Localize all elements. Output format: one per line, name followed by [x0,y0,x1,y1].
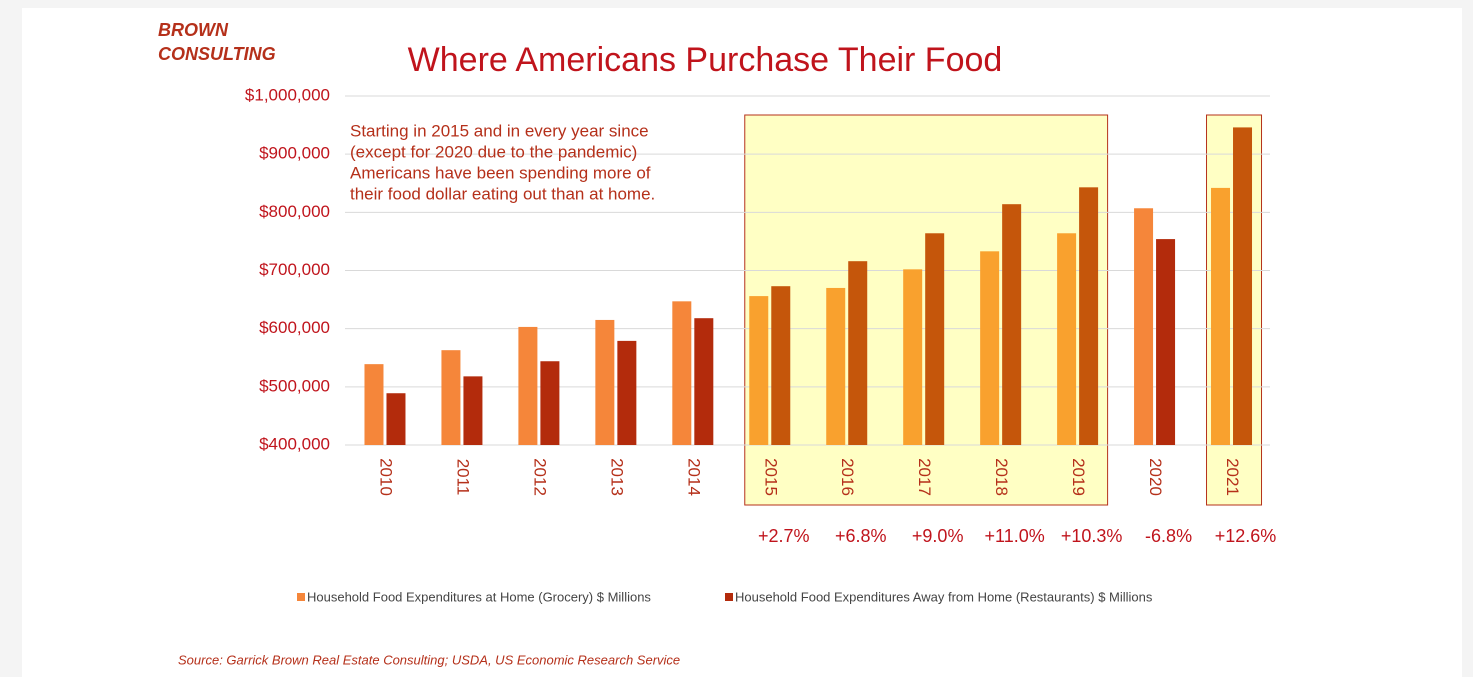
change-label: +2.7% [758,526,810,546]
bar [925,233,945,445]
bar [364,364,384,445]
change-label: +12.6% [1215,526,1277,546]
bar [694,318,714,445]
bar [749,296,769,445]
legend-swatch [297,593,305,601]
y-tick-label: $600,000 [259,318,330,337]
y-tick-label: $500,000 [259,376,330,395]
bar [1233,127,1253,445]
x-tick-label: 2014 [684,458,703,496]
note-text: Starting in 2015 and in every year since [350,121,649,140]
bar [1057,233,1077,445]
bar [1134,208,1154,445]
bar [595,319,615,445]
bar [672,301,692,445]
y-tick-label: $1,000,000 [245,85,330,104]
x-tick-label: 2015 [761,458,780,496]
legend-swatch [725,593,733,601]
y-tick-label: $800,000 [259,202,330,221]
brand: BROWN [158,20,229,40]
x-tick-label: 2019 [1069,458,1088,496]
change-label: -6.8% [1145,526,1192,546]
bar [1211,187,1231,446]
bar [980,251,1000,445]
y-tick-label: $400,000 [259,434,330,453]
x-tick-label: 2012 [530,458,549,496]
chart-title: Where Americans Purchase Their Food [408,41,1003,79]
note-text: Americans have been spending more of [350,163,651,182]
bar [386,393,406,445]
bar [1156,239,1176,445]
x-tick-label: 2021 [1223,458,1242,496]
legend-label: Household Food Expenditures at Home (Gro… [307,589,651,604]
x-tick-label: 2017 [915,458,934,496]
x-tick-label: 2018 [992,458,1011,496]
bar [463,376,483,445]
bar [617,340,637,445]
change-label: +11.0% [985,526,1045,546]
change-label: +10.3% [1061,526,1123,546]
legend-label: Household Food Expenditures Away from Ho… [735,589,1153,604]
x-tick-label: 2011 [453,459,472,496]
bar [1002,204,1022,445]
bar [771,286,791,445]
x-tick-label: 2010 [376,458,395,496]
change-label: +6.8% [835,526,887,546]
bar [826,287,846,445]
bar [540,361,560,445]
note-text: (except for 2020 due to the pandemic) [350,142,637,161]
bar [848,261,868,445]
bar [903,269,923,445]
bar [441,350,461,445]
x-tick-label: 2013 [607,458,626,496]
y-tick-label: $700,000 [259,260,330,279]
x-tick-label: 2016 [838,458,857,496]
brand: CONSULTING [158,44,276,64]
x-tick-label: 2020 [1146,458,1165,496]
source: Source: Garrick Brown Real Estate Consul… [178,652,680,667]
y-tick-label: $900,000 [259,144,330,163]
bar [1079,187,1099,446]
bar [518,326,538,445]
note-text: their food dollar eating out than at hom… [350,184,655,203]
change-label: +9.0% [912,526,964,546]
